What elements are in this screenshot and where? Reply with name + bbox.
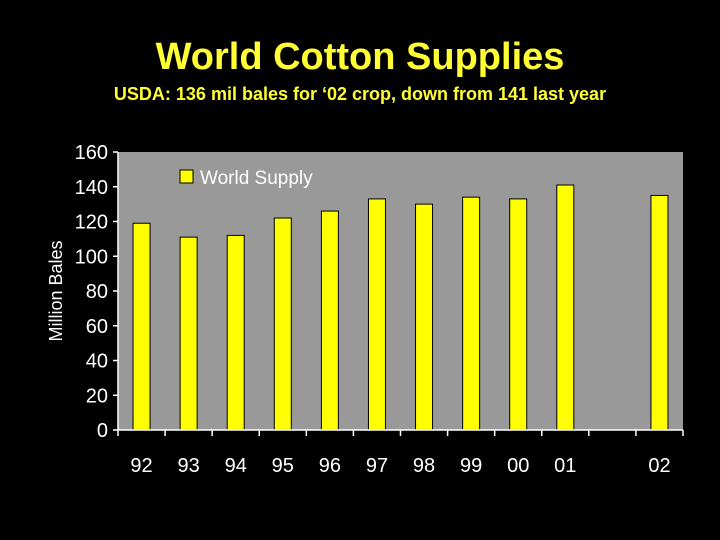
x-tick-label: 99 <box>460 455 482 477</box>
bar-94 <box>226 234 245 431</box>
y-tick-label: 80 <box>86 281 108 303</box>
y-tick-label: 60 <box>86 316 108 338</box>
y-tick-label: 120 <box>75 212 108 234</box>
chart-title: World Cotton Supplies <box>155 36 565 78</box>
x-tick-label: 98 <box>413 455 435 477</box>
plot-area <box>118 152 683 430</box>
x-tick-label: 92 <box>130 455 152 477</box>
legend-label: World Supply <box>200 168 313 189</box>
x-tick-label: 01 <box>554 455 576 477</box>
x-tick-label: 02 <box>648 455 670 477</box>
legend: World Supply <box>174 166 332 189</box>
bar-97 <box>367 198 386 431</box>
bar-99 <box>462 196 481 431</box>
y-tick-label: 100 <box>75 246 108 268</box>
y-tick-label: 20 <box>86 385 108 407</box>
y-axis-label: Million Bales <box>46 240 66 341</box>
bar-92 <box>132 222 151 431</box>
y-tick-label: 140 <box>75 177 108 199</box>
y-tick-label: 160 <box>75 142 108 164</box>
bar-93 <box>179 236 198 431</box>
y-tick-label: 40 <box>86 351 108 373</box>
legend-swatch <box>179 169 194 184</box>
bar-98 <box>415 203 434 431</box>
x-tick-label: 97 <box>366 455 388 477</box>
x-tick-label: 95 <box>272 455 294 477</box>
bar-00 <box>509 198 528 431</box>
bar-01 <box>556 184 575 431</box>
x-tick-label: 93 <box>178 455 200 477</box>
bar-96 <box>320 210 339 431</box>
chart-subtitle: USDA: 136 mil bales for ‘02 crop, down f… <box>113 84 607 104</box>
bar-02 <box>650 194 669 431</box>
y-tick-label: 0 <box>97 420 108 442</box>
x-tick-label: 94 <box>225 455 247 477</box>
x-tick-label: 00 <box>507 455 529 477</box>
bars <box>132 184 669 431</box>
legend-box <box>174 166 332 188</box>
bar-95 <box>273 217 292 431</box>
x-tick-label: 96 <box>319 455 341 477</box>
